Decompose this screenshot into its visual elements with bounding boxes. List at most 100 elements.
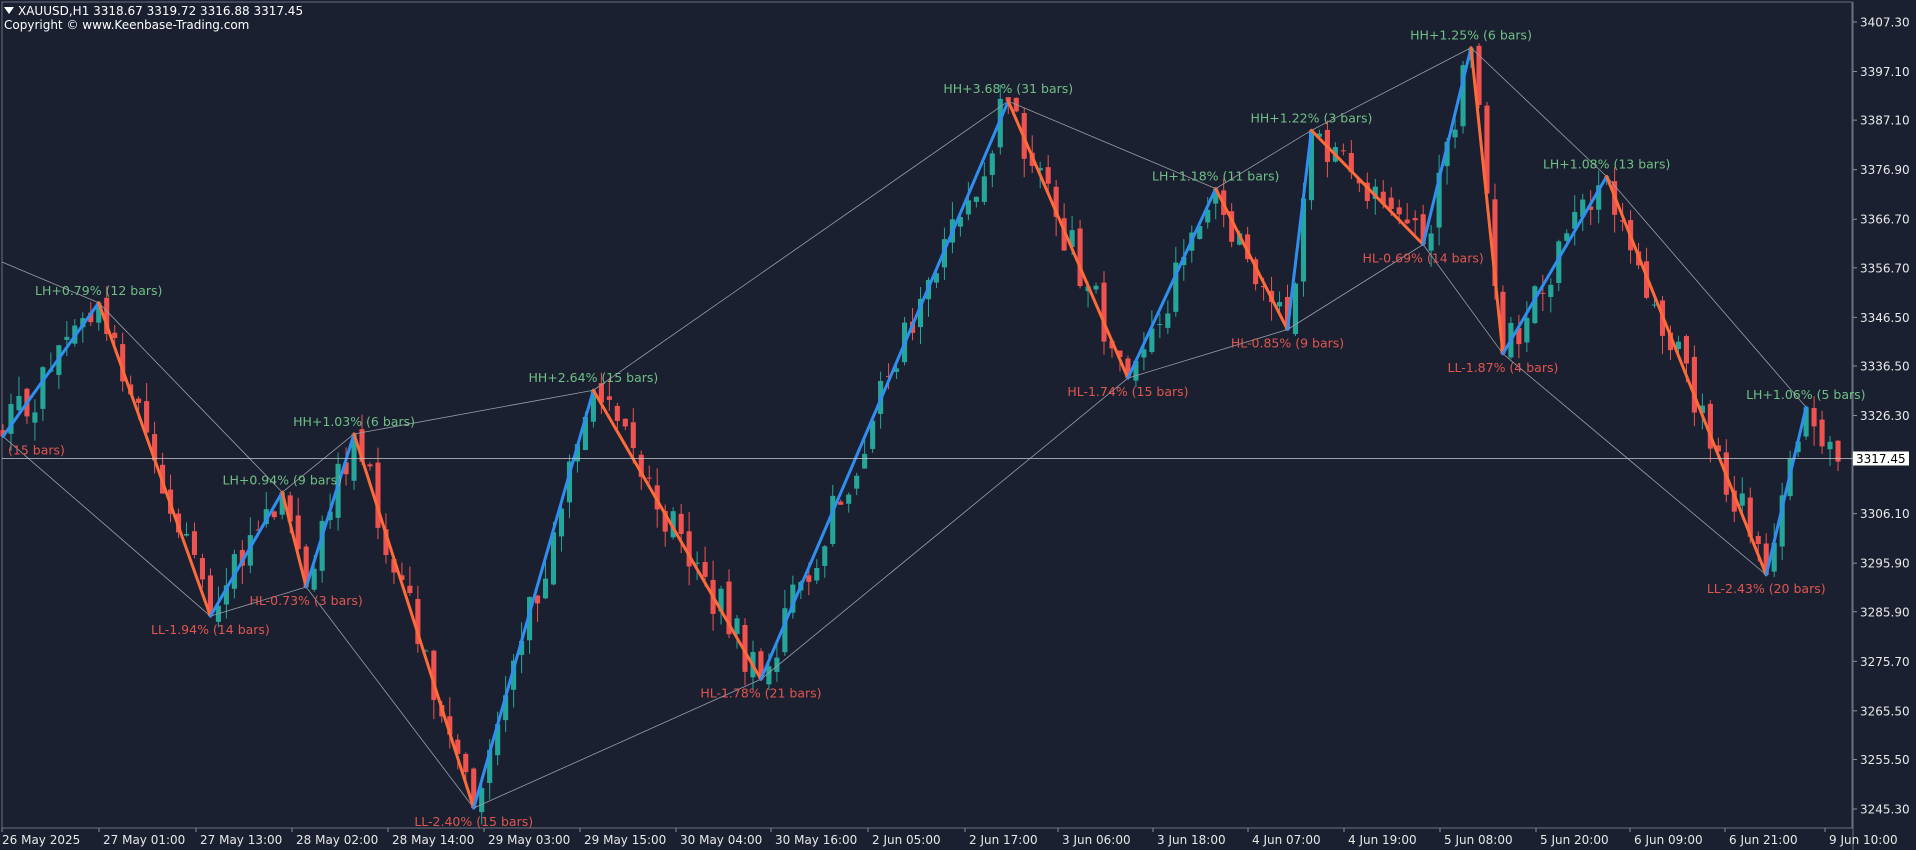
candle-body <box>1452 129 1458 138</box>
envelope-high-line <box>1470 47 1607 177</box>
zigzag-up-segment <box>1501 174 1609 356</box>
zigzag-up-segment <box>208 490 284 618</box>
candle-body <box>287 495 293 522</box>
candle-body <box>447 716 453 735</box>
price-tick-label: 3387.10 <box>1860 114 1910 128</box>
envelope-low-line <box>1502 353 1767 576</box>
candle-body <box>527 597 533 641</box>
candle-body <box>1364 182 1370 201</box>
candle-body <box>64 336 70 340</box>
candle-body <box>1149 328 1155 353</box>
time-tick-label: 28 May 02:00 <box>296 833 378 847</box>
pivot-low-label: HL-0.85% (9 bars) <box>1231 336 1344 351</box>
envelope-high-line <box>1 261 99 304</box>
candle-body <box>1771 542 1777 572</box>
candle-body <box>973 196 979 202</box>
candle-body <box>1428 233 1434 251</box>
candle-body <box>989 153 995 175</box>
candle-body <box>375 462 381 528</box>
zigzag-down-segment <box>280 490 308 589</box>
candle-body <box>431 650 437 700</box>
candle-body <box>662 511 668 532</box>
price-tick-label: 3376.90 <box>1860 163 1910 177</box>
candle-body <box>774 657 780 672</box>
time-tick-label: 5 Jun 20:00 <box>1540 833 1609 847</box>
zigzag-layer <box>1 46 1808 810</box>
zigzag-up-segment <box>472 388 595 810</box>
candle-body <box>1061 218 1067 251</box>
candle-body <box>463 753 469 773</box>
price-tick-label: 3245.30 <box>1860 803 1910 817</box>
candle-body <box>367 464 373 467</box>
pivot-low-label: HL-1.74% (15 bars) <box>1067 384 1188 399</box>
candle-body <box>1093 285 1099 290</box>
candle-body <box>1213 188 1219 204</box>
candle-body <box>471 768 477 809</box>
candle-body <box>965 200 971 215</box>
candle-body <box>702 562 708 577</box>
candle-body <box>1292 283 1299 335</box>
envelope-high-line <box>98 302 283 493</box>
candle-body <box>862 453 868 469</box>
candle-body <box>894 368 900 372</box>
pivot-high-label: HH+1.25% (6 bars) <box>1410 28 1532 43</box>
candle-body <box>534 595 541 604</box>
envelope-high-line <box>1606 176 1807 408</box>
candle-body <box>407 585 413 594</box>
candle-body <box>1300 198 1307 282</box>
candle-body <box>1588 206 1594 210</box>
candle-body <box>1444 141 1450 167</box>
candle-body <box>1165 313 1171 328</box>
candle-body <box>766 666 772 685</box>
time-tick-label: 30 May 16:00 <box>775 833 857 847</box>
candle-body <box>144 401 150 433</box>
time-axis: 26 May 2025 27 May 01:00 27 May 13:00 28 Ma… <box>1 828 1898 847</box>
candle-body <box>646 477 652 479</box>
collapse-triangle-icon[interactable] <box>4 7 14 14</box>
candle-body <box>1739 493 1745 506</box>
candle-body <box>1237 233 1243 245</box>
time-tick-label: 26 May 2025 <box>2 833 80 847</box>
candle-body <box>391 559 397 573</box>
candle-body <box>383 529 389 556</box>
candle-body <box>1436 172 1442 228</box>
zigzag-down-segment <box>1605 174 1768 577</box>
candle-body <box>1053 186 1059 217</box>
candle-body <box>1077 228 1083 287</box>
candle-body <box>1245 234 1251 260</box>
envelope-high-line <box>593 100 1009 391</box>
candle-body <box>32 412 38 423</box>
time-tick-label: 4 Jun 19:00 <box>1348 833 1417 847</box>
pivot-low-label: HL-0.69% (14 bars) <box>1363 250 1484 265</box>
candle-body <box>343 462 349 475</box>
current-price-tag <box>1853 451 1909 466</box>
price-tick-label: 3275.70 <box>1860 655 1910 669</box>
candle-body <box>814 568 820 581</box>
envelope-low-line <box>473 678 762 809</box>
candle-body <box>1580 199 1586 217</box>
candle-body <box>1492 199 1498 287</box>
candle-body <box>558 508 565 537</box>
candle-body <box>1484 105 1490 194</box>
candle-body <box>790 584 796 613</box>
candle-body <box>686 531 692 567</box>
candle-body <box>1388 197 1394 209</box>
candle-body <box>582 416 588 451</box>
candle-body <box>152 434 158 461</box>
candle-body <box>566 461 573 503</box>
candle-body <box>1101 282 1107 342</box>
time-tick-label: 29 May 15:00 <box>584 833 666 847</box>
candle-body <box>574 444 580 462</box>
zigzag-down-segment <box>1214 187 1290 332</box>
time-tick-label: 4 Jun 07:00 <box>1252 833 1321 847</box>
candle-body <box>247 535 253 566</box>
zigzag-down-segment <box>591 388 763 681</box>
envelope-low-line <box>2 436 211 617</box>
envelope-high-line <box>353 389 594 435</box>
time-tick-label: 2 Jun 17:00 <box>969 833 1038 847</box>
candle-body <box>1620 220 1626 222</box>
envelope-low-line <box>210 586 307 617</box>
candle-body <box>1524 317 1530 343</box>
zigzag-down-segment <box>352 432 476 810</box>
